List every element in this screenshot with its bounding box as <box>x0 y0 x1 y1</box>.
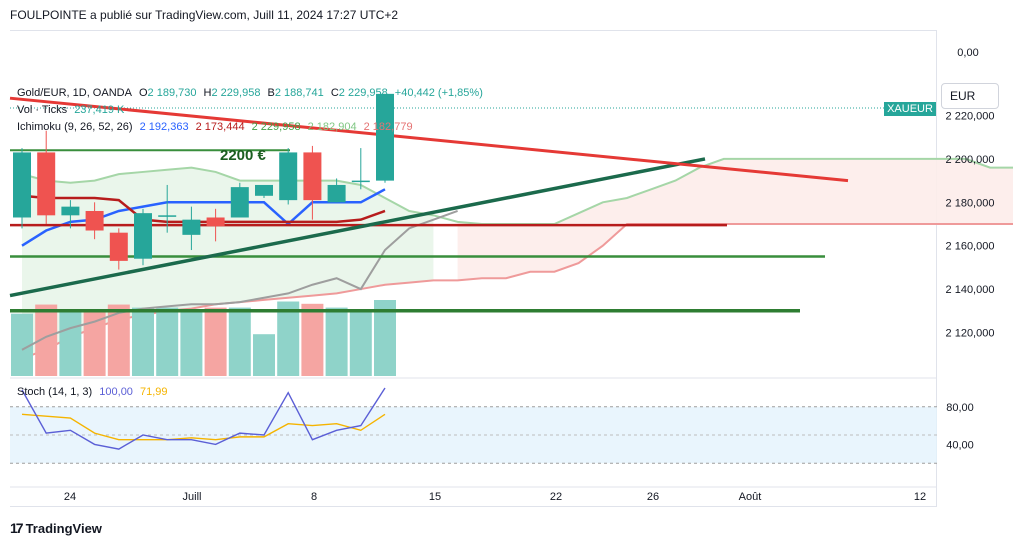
candle-body <box>134 213 152 259</box>
currency-button[interactable]: EUR <box>941 83 999 109</box>
volume-bar <box>35 304 58 376</box>
ichimoku-conversion-value: 2 192,363 <box>139 121 189 133</box>
x-tick-label: 22 <box>550 491 562 503</box>
stoch-tick-label: 40,00 <box>946 439 974 451</box>
stoch-k-line <box>21 387 386 450</box>
candle-body <box>279 152 298 201</box>
h-value: 2 229,958 <box>211 87 261 99</box>
symbol-legend: Gold/EUR, 1D, OANDA O2 189,730 H2 229,95… <box>17 87 487 99</box>
ichimoku-span-b-value: 2 182,779 <box>363 121 413 133</box>
o-value: 2 189,730 <box>147 87 197 99</box>
candle-body <box>303 152 322 201</box>
y-tick-label: 0,00 <box>957 47 978 59</box>
candle-body <box>158 215 177 217</box>
c-label: C <box>330 87 339 99</box>
publish-header: FOULPOINTE a publié sur TradingView.com,… <box>10 8 399 22</box>
uptrend-line <box>9 157 706 298</box>
change-value: +40,442 (+1,85%) <box>394 87 483 99</box>
ichimoku-cloud-bearish <box>457 158 1013 281</box>
candle-body <box>37 152 56 216</box>
volume-legend: Vol · Ticks 237,419 K <box>17 104 128 116</box>
ichimoku-span-a-value: 2 182,904 <box>307 121 357 133</box>
x-tick-label: Août <box>739 491 762 503</box>
y-tick-label: 2 160,000 <box>946 241 995 253</box>
volume-bar <box>156 307 179 376</box>
symbol-price-tag: XAUEUR <box>884 102 936 116</box>
x-tick-label: 8 <box>311 491 317 503</box>
x-tick-label: 26 <box>647 491 659 503</box>
c-value: 2 229,958 <box>338 87 388 99</box>
chart-frame <box>10 30 937 507</box>
ichimoku-lagging-line <box>21 210 458 351</box>
stoch-d-value: 71,99 <box>140 386 168 398</box>
h-label: H <box>203 87 212 99</box>
ichimoku-conversion-line <box>21 188 386 247</box>
volume-bar <box>253 334 275 376</box>
y-tick-label: 2 200,000 <box>946 154 995 166</box>
volume-bar <box>83 312 106 376</box>
volume-label: Vol · Ticks <box>17 104 68 116</box>
volume-bar <box>301 303 324 376</box>
ichimoku-legend: Ichimoku (9, 26, 52, 26) 2 192,363 2 173… <box>17 121 417 133</box>
volume-bar <box>180 310 203 376</box>
volume-bar <box>107 304 130 376</box>
downtrend-line <box>9 96 849 183</box>
volume-bar <box>374 300 396 376</box>
candle-body <box>61 206 80 216</box>
candle-body <box>327 184 346 203</box>
symbol-label: Gold/EUR, 1D, OANDA <box>17 87 132 99</box>
volume-value: 237,419 K <box>74 104 125 116</box>
stoch-label: Stoch (14, 1, 3) <box>17 386 93 398</box>
candle-body <box>255 184 273 196</box>
stoch-tick-label: 80,00 <box>946 402 974 414</box>
ichimoku-base-value: 2 173,444 <box>195 121 245 133</box>
candle-body <box>376 93 394 181</box>
volume-bar <box>132 307 154 376</box>
volume-bar <box>59 312 82 376</box>
stoch-k-value: 100,00 <box>99 386 133 398</box>
candle-body <box>230 187 249 218</box>
annotation-2200: 2200 € <box>220 147 267 164</box>
candle-body <box>109 232 128 261</box>
x-tick-label: 15 <box>429 491 441 503</box>
ichimoku-label: Ichimoku (9, 26, 52, 26) <box>17 121 133 133</box>
b-value: 2 188,741 <box>274 87 324 99</box>
volume-bar <box>277 301 300 376</box>
volume-bar <box>325 307 348 376</box>
volume-bar <box>11 313 33 376</box>
y-tick-label: 2 140,000 <box>946 284 995 296</box>
volume-bar <box>204 307 227 376</box>
candle-body <box>85 210 104 231</box>
y-tick-label: 2 120,000 <box>946 327 995 339</box>
candle-body <box>13 152 31 218</box>
tradingview-icon: 17 <box>10 520 24 536</box>
ichimoku-base-line <box>21 194 386 224</box>
y-tick-label: 2 180,000 <box>946 197 995 209</box>
x-tick-label: 24 <box>64 491 76 503</box>
volume-bar <box>228 307 251 376</box>
candle-body <box>182 219 201 235</box>
candle-body <box>206 217 225 227</box>
x-tick-label: Juill <box>183 491 202 503</box>
stoch-d-line <box>21 413 386 441</box>
candle-body <box>351 180 370 183</box>
tradingview-logo: 17 TradingView <box>10 520 102 536</box>
stoch-legend: Stoch (14, 1, 3) 100,00 71,99 <box>17 386 172 398</box>
tradingview-brand: TradingView <box>25 520 102 536</box>
volume-bar <box>349 309 372 376</box>
y-tick-label: 2 220,000 <box>946 111 995 123</box>
x-tick-label: 12 <box>914 491 926 503</box>
o-label: O <box>138 87 148 99</box>
ichimoku-span-a-line <box>21 157 1013 225</box>
b-label: B <box>267 87 275 99</box>
ichimoku-lagging-value: 2 229,958 <box>251 121 301 133</box>
